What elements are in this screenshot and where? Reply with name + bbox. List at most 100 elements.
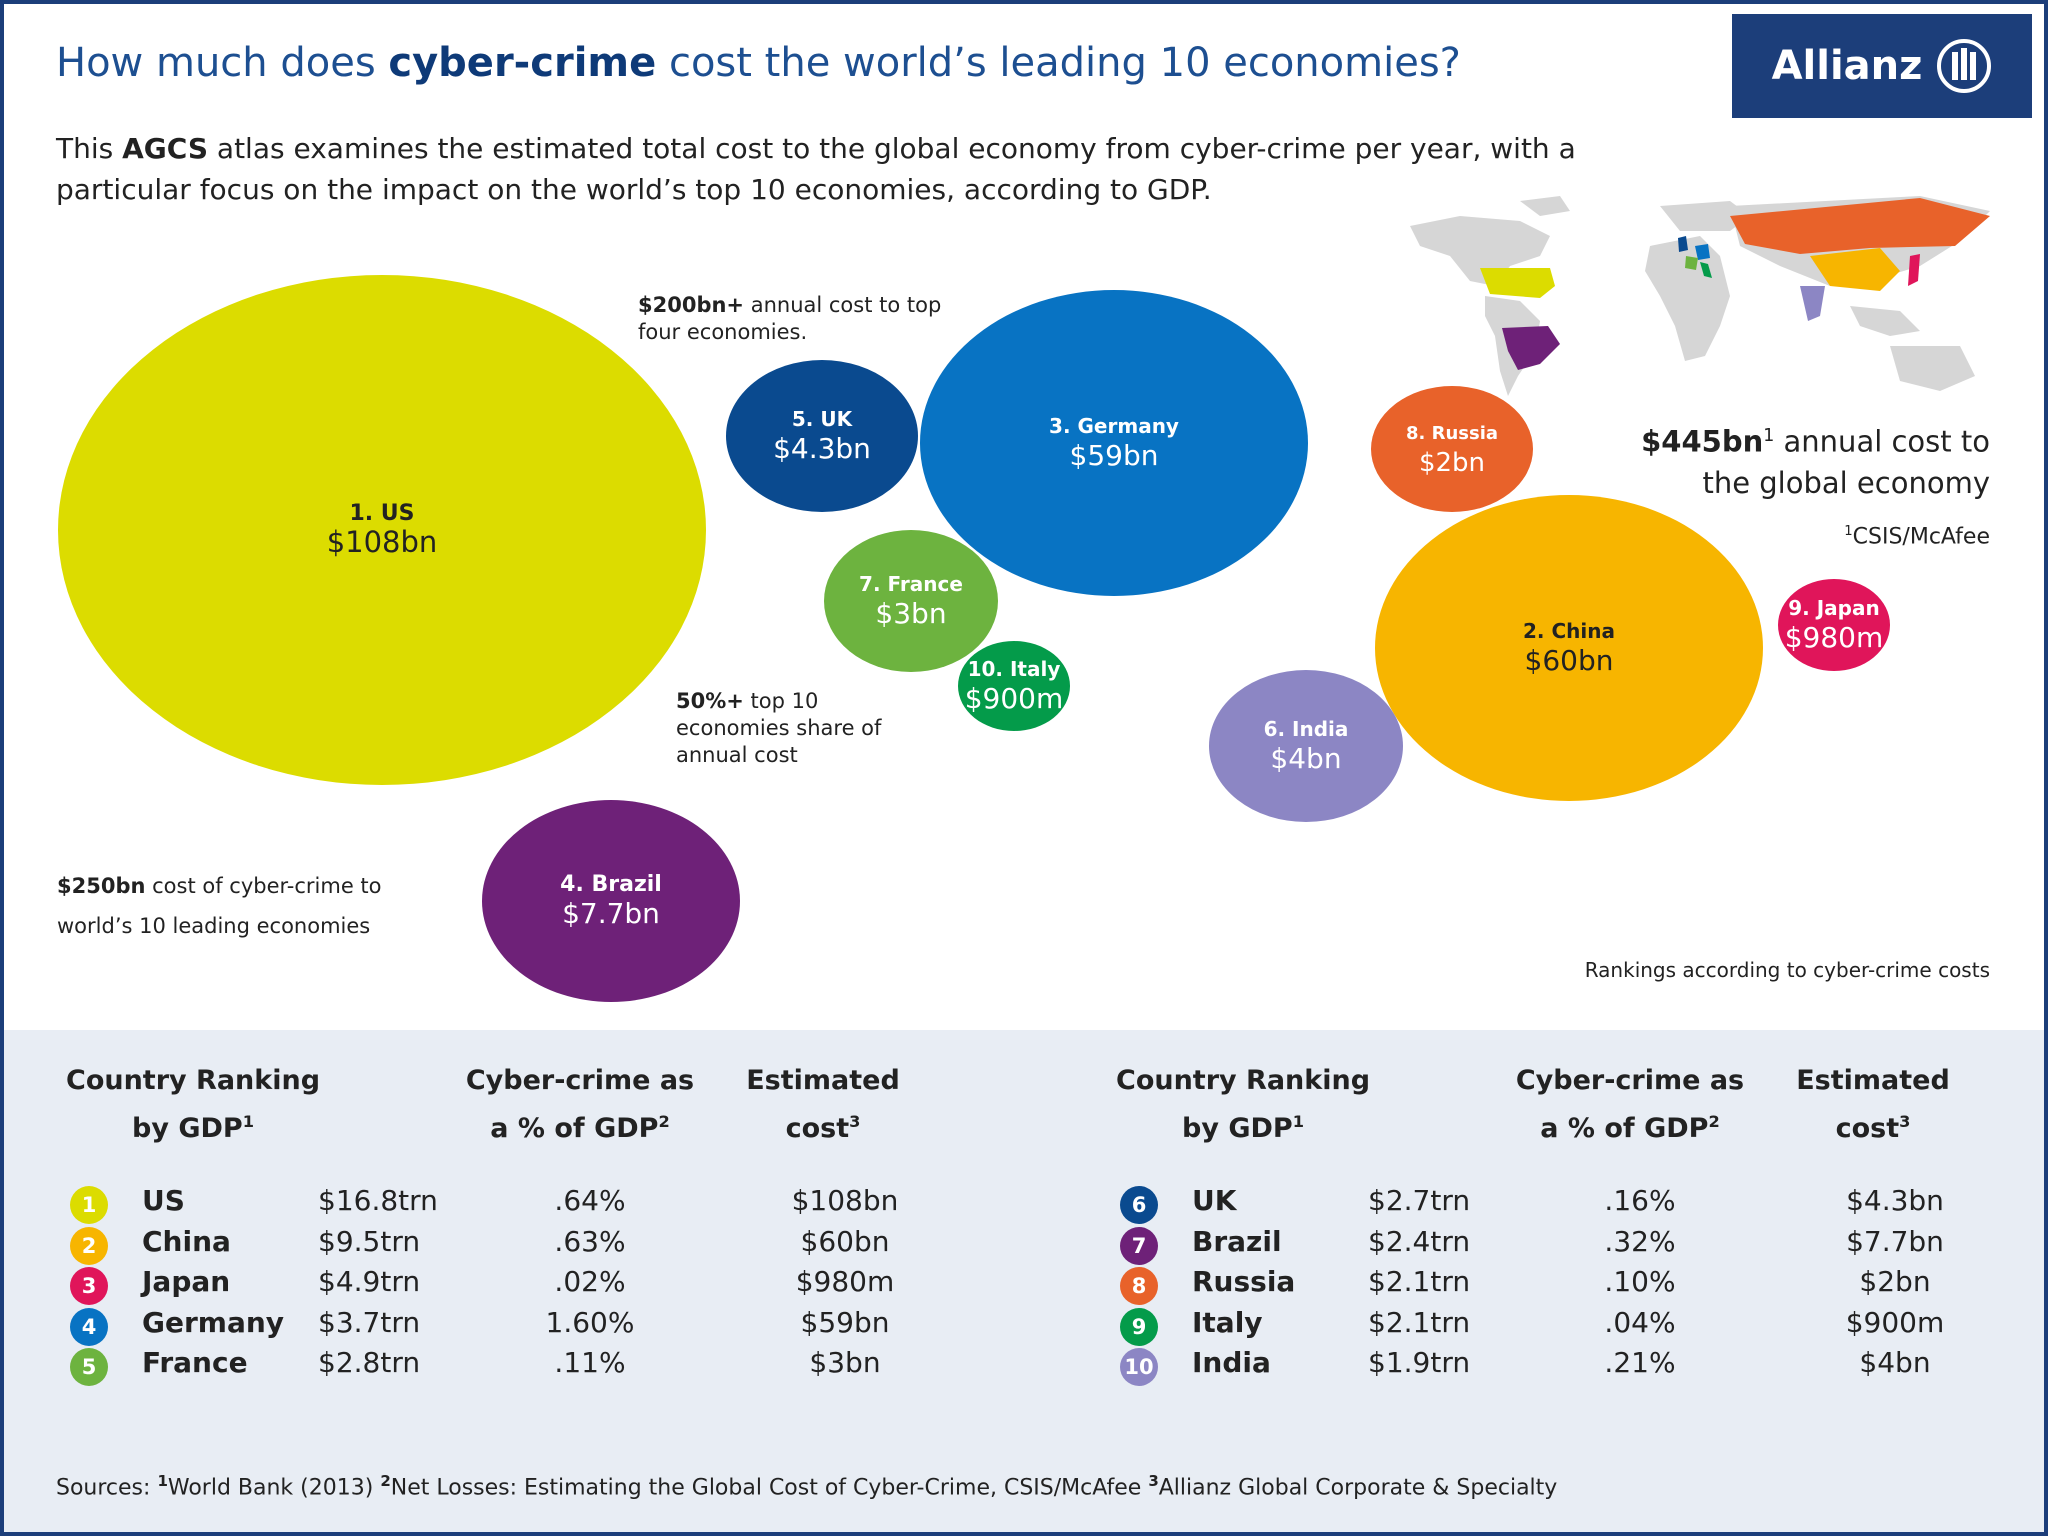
allianz-eagle-icon bbox=[1936, 38, 1992, 94]
map-france bbox=[1685, 256, 1698, 270]
cost-value: $108bn bbox=[791, 1184, 899, 1217]
rank-badge: 3 bbox=[70, 1267, 108, 1305]
gdp-value: $1.9trn bbox=[1368, 1346, 1471, 1379]
country-name: Japan bbox=[142, 1265, 231, 1298]
bubble-france: 7. France$3bn bbox=[824, 530, 998, 672]
rank-badge: 1 bbox=[70, 1186, 108, 1224]
table-row: 9 Italy $2.1trn .04% $900m bbox=[1120, 1306, 2020, 1346]
ranking-table-panel bbox=[4, 1030, 2044, 1532]
bubble-label: 5. UK bbox=[792, 407, 854, 431]
bubble-shape bbox=[920, 290, 1308, 596]
bubble-value: $60bn bbox=[1525, 644, 1614, 677]
bubble-china: 2. China$60bn bbox=[1375, 495, 1763, 801]
rankings-note: Rankings according to cyber-crime costs bbox=[1584, 958, 1990, 982]
bubble-shape bbox=[1778, 579, 1890, 671]
bubble-shape bbox=[726, 360, 918, 512]
header-pct-right: Cyber-crime as a % of GDP2 bbox=[1515, 1065, 1745, 1144]
annotation-250bn: $250bn cost of cyber-crime to world’s 10… bbox=[57, 874, 382, 938]
map-germany bbox=[1695, 244, 1710, 260]
table-row: 10 India $1.9trn .21% $4bn bbox=[1120, 1346, 2020, 1386]
cost-value: $2bn bbox=[1859, 1265, 1931, 1298]
bubble-shape bbox=[824, 530, 998, 672]
gdp-value: $2.8trn bbox=[318, 1346, 421, 1379]
cost-value: $60bn bbox=[800, 1224, 890, 1258]
gdp-value: $3.7trn bbox=[318, 1305, 421, 1339]
table-row: 6 UK $2.7trn .16% $4.3bn bbox=[1120, 1184, 2020, 1224]
intro-text: This AGCS atlas examines the estimated t… bbox=[56, 132, 1576, 206]
annotation-200bn: $200bn+ annual cost to top four economie… bbox=[638, 293, 942, 344]
bubble-value: $4.3bn bbox=[773, 432, 871, 465]
bubble-japan: 9. Japan$980m bbox=[1778, 579, 1890, 671]
gdp-value: $16.8trn bbox=[318, 1184, 438, 1217]
header-country-ranking-left: Country Ranking by GDP1 bbox=[66, 1065, 321, 1144]
allianz-logo: Allianz bbox=[1732, 14, 2032, 118]
rank-badge: 9 bbox=[1120, 1307, 1158, 1346]
gdp-value: $2.1trn bbox=[1368, 1305, 1471, 1339]
pct-gdp-value: .64% bbox=[554, 1184, 626, 1217]
gdp-value: $2.7trn bbox=[1368, 1184, 1471, 1217]
pct-gdp-value: .02% bbox=[554, 1265, 626, 1298]
table-row: 8 Russia $2.1trn .10% $2bn bbox=[1120, 1265, 2020, 1305]
pct-gdp-value: .10% bbox=[1604, 1265, 1676, 1298]
pct-gdp-value: .11% bbox=[554, 1346, 626, 1379]
country-name: Brazil bbox=[1192, 1224, 1282, 1258]
gdp-value: $4.9trn bbox=[318, 1265, 421, 1298]
bubble-shape bbox=[1371, 386, 1533, 512]
map-china bbox=[1810, 248, 1900, 291]
bubble-value: $3bn bbox=[875, 597, 946, 630]
logo-text: Allianz bbox=[1771, 43, 1923, 89]
bubble-label: 3. Germany bbox=[1049, 414, 1179, 438]
pct-gdp-value: .21% bbox=[1604, 1346, 1676, 1379]
table-row: 5 France $2.8trn .11% $3bn bbox=[70, 1346, 970, 1386]
sources-footnote: Sources: 1World Bank (2013) 2Net Losses:… bbox=[56, 1472, 1558, 1501]
gdp-value: $2.1trn bbox=[1368, 1265, 1471, 1298]
header-country-ranking-right: Country Ranking by GDP1 bbox=[1116, 1065, 1371, 1144]
rank-badge: 8 bbox=[1120, 1267, 1158, 1305]
cost-value: $7.7bn bbox=[1846, 1224, 1944, 1258]
pct-gdp-value: .16% bbox=[1604, 1184, 1676, 1217]
cost-value: $4bn bbox=[1859, 1346, 1931, 1379]
bubble-uk: 5. UK$4.3bn bbox=[726, 360, 918, 512]
table-row: 2 China $9.5trn .63% $60bn bbox=[70, 1225, 970, 1265]
bubble-label: 4. Brazil bbox=[560, 872, 662, 897]
map-russia bbox=[1730, 198, 1990, 254]
page-title: How much does cyber-crime cost the world… bbox=[56, 40, 1461, 86]
map-brazil bbox=[1502, 326, 1560, 370]
bubble-label: 1. US bbox=[349, 501, 414, 526]
country-name: India bbox=[1192, 1346, 1271, 1379]
table-row: 3 Japan $4.9trn .02% $980m bbox=[70, 1265, 970, 1305]
map-us bbox=[1480, 268, 1555, 298]
country-name: Italy bbox=[1192, 1305, 1263, 1339]
bubble-value: $4bn bbox=[1270, 742, 1341, 775]
map-italy bbox=[1700, 262, 1712, 278]
header-pct-left: Cyber-crime as a % of GDP2 bbox=[465, 1065, 695, 1144]
bubble-value: $59bn bbox=[1070, 439, 1159, 472]
bubble-shape bbox=[1209, 670, 1403, 822]
pct-gdp-value: .04% bbox=[1604, 1305, 1676, 1339]
country-name: US bbox=[142, 1184, 185, 1217]
bubble-value: $7.7bn bbox=[562, 897, 660, 930]
source-note-csis: 1CSIS/McAfee bbox=[1844, 524, 1990, 550]
rank-badge: 6 bbox=[1120, 1186, 1158, 1224]
rank-badge: 5 bbox=[70, 1348, 108, 1386]
bubble-label: 7. France bbox=[859, 572, 963, 596]
table-row: 1 US $16.8trn .64% $108bn bbox=[70, 1184, 970, 1224]
pct-gdp-value: 1.60% bbox=[545, 1305, 635, 1339]
country-name: Russia bbox=[1192, 1265, 1296, 1298]
pct-gdp-value: .32% bbox=[1604, 1224, 1676, 1258]
cost-value: $900m bbox=[1845, 1305, 1945, 1339]
header-cost-left: Estimated cost3 bbox=[746, 1065, 900, 1144]
rank-badge: 4 bbox=[70, 1307, 108, 1346]
bubble-label: 8. Russia bbox=[1406, 423, 1498, 444]
pct-gdp-value: .63% bbox=[554, 1224, 626, 1258]
bubble-label: 10. Italy bbox=[968, 657, 1061, 681]
bubble-shape bbox=[1375, 495, 1763, 801]
bubble-italy: 10. Italy$900m bbox=[958, 641, 1070, 731]
cost-value: $980m bbox=[795, 1265, 895, 1298]
map-india bbox=[1800, 286, 1825, 321]
cost-value: $3bn bbox=[809, 1346, 881, 1379]
bubble-label: 6. India bbox=[1264, 717, 1349, 741]
header-cost-right: Estimated cost3 bbox=[1796, 1065, 1950, 1144]
